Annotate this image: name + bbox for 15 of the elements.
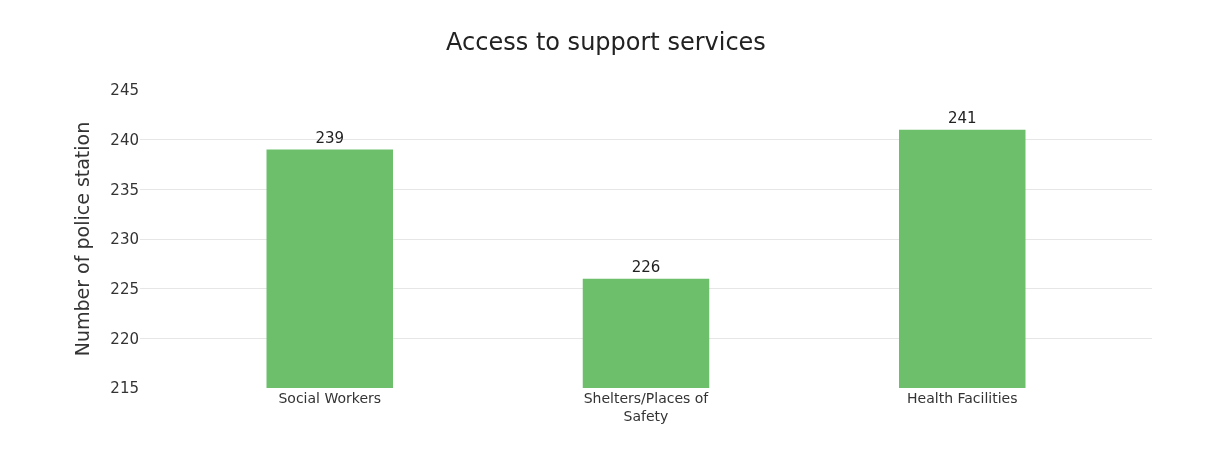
x-tick-label: Social Workers [278,390,382,406]
chart-title: Access to support services [446,27,766,56]
y-axis-title: Number of police station [71,121,94,357]
y-tick-label: 220 [110,329,139,348]
y-tick-label: 230 [110,230,139,249]
x-tick-label: Shelters/Places of Safety [583,390,710,425]
y-tick-label: 240 [110,130,139,149]
data-label: 226 [631,257,661,276]
data-label: 239 [315,128,345,147]
y-tick-label: 245 [110,81,139,100]
y-tick-label: 215 [110,379,139,398]
y-tick-label: 235 [110,180,139,199]
data-label: 241 [947,108,977,127]
x-tick-label: Health Facilities [907,390,1018,406]
y-tick-label: 225 [110,279,139,298]
